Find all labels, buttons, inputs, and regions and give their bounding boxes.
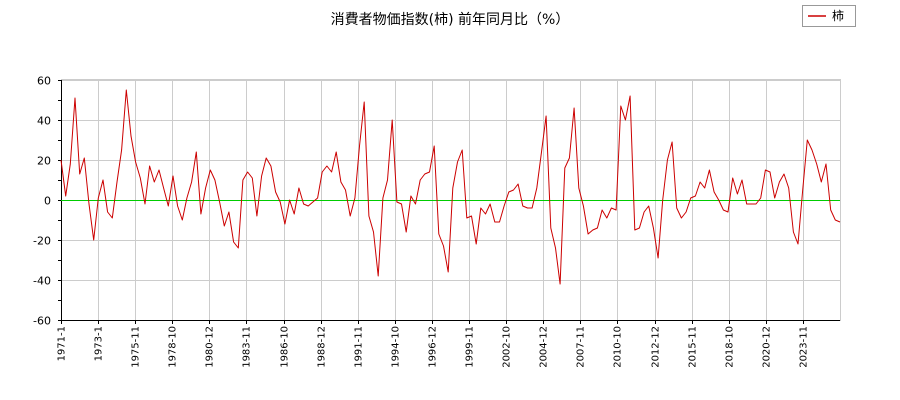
x-tick-label: 1980-12 xyxy=(205,326,216,368)
x-tick-label: 1991-11 xyxy=(354,326,365,368)
x-axis: 1971-1 1973-1 1975-11 1978-10 1980-12 1983-11… xyxy=(57,320,840,368)
x-tick-label: 1988-12 xyxy=(317,326,328,368)
x-tick-label: 1996-12 xyxy=(428,326,439,368)
x-tick-label: 2010-10 xyxy=(613,326,624,368)
y-tick-label: 0 xyxy=(44,195,51,208)
x-tick-label: 2020-12 xyxy=(762,326,773,368)
chart-title: 消費者物価指数(柿) 前年同月比（%） xyxy=(331,11,570,28)
x-tick-label: 1986-10 xyxy=(280,326,291,368)
x-tick-label: 2002-10 xyxy=(502,326,513,368)
x-tick-label: 1973-1 xyxy=(94,326,105,361)
x-tick-label: 2015-11 xyxy=(688,326,699,368)
legend: 柿 xyxy=(802,5,856,27)
x-tick-label: 2004-12 xyxy=(539,326,550,368)
y-tick-label: -20 xyxy=(33,235,51,248)
legend-box xyxy=(802,5,856,27)
x-tick-label: 1994-10 xyxy=(391,326,402,368)
x-tick-label: 1978-10 xyxy=(168,326,179,368)
x-tick-label: 1983-11 xyxy=(242,326,253,368)
x-tick-label: 2007-11 xyxy=(576,326,587,368)
y-tick-label: 60 xyxy=(37,75,51,88)
x-tick-label: 1971-1 xyxy=(57,326,68,361)
x-tick-label: 2023-11 xyxy=(799,326,810,368)
y-tick-label: -40 xyxy=(33,275,51,288)
y-tick-label: 20 xyxy=(37,155,51,168)
y-tick-label: -60 xyxy=(33,315,51,328)
x-tick-label: 1999-11 xyxy=(465,326,476,368)
x-tick-label: 2012-12 xyxy=(651,326,662,368)
x-tick-label: 1975-11 xyxy=(131,326,142,368)
series-layer xyxy=(60,89,841,285)
y-tick-label: 40 xyxy=(37,115,51,128)
series-line-kaki xyxy=(60,89,841,285)
y-axis: -60 -40 -20 0 20 40 60 xyxy=(33,75,62,328)
legend-label: 柿 xyxy=(832,8,844,23)
x-tick-label: 2018-10 xyxy=(725,326,736,368)
